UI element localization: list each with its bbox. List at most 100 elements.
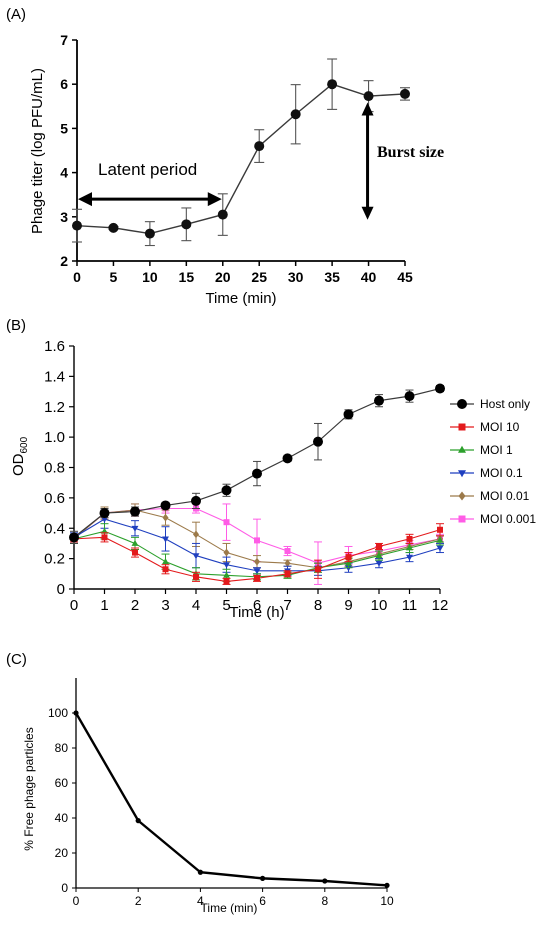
panel-b-y-axis-title-main: OD [10,453,27,476]
panel-c-y-tick-label: 0 [61,881,68,895]
panel-a-x-tick-label: 10 [142,269,158,285]
panel-a-data-point [363,91,374,102]
burst-size-arrowhead-bottom [361,206,374,220]
panel-b-x-tick-label: 10 [371,597,388,614]
burst-size-label: Burst size [377,144,444,161]
panel-b-data-point [376,543,382,550]
legend-label: MOI 0.01 [480,489,530,503]
panel-b-data-point [284,559,291,568]
panel-c-x-tick-label: 6 [259,894,266,908]
panel-a-y-tick-label: 4 [60,165,68,181]
panel-b-data-point [223,548,230,557]
panel-c-x-tick-label: 0 [73,894,80,908]
panel-c-data-point [260,875,266,881]
panel-c-chart: (C) 0 20 40 60 80 100 0 2 4 6 8 10 Time (min) % Free p… [6,651,394,915]
panel-c-y-tick-label: 100 [48,706,68,720]
panel-b-y-tick-label: 0.4 [44,520,65,537]
panel-c-x-tick-label: 4 [197,894,204,908]
panel-a-y-tick-label: 2 [60,253,68,269]
panel-a-data-point [290,109,301,120]
panel-b-data-point [221,485,232,496]
panel-b-data-point [406,535,413,542]
panel-b-data-point [162,513,169,522]
panel-b-x-tick-label: 3 [161,597,169,614]
panel-c-x-tick-label: 10 [380,894,394,908]
panel-a-x-tick-label: 30 [288,269,304,285]
legend-marker-0 [457,399,467,409]
panel-b-data-point [343,409,354,420]
panel-b-data-point [375,560,383,567]
panel-b-data-point [284,548,291,555]
legend-label: Host only [480,397,530,411]
panel-a-series-line [76,83,406,235]
panel-c-data-point [384,882,390,888]
panel-b-data-point [191,495,201,506]
panel-b-x-tick-label: 5 [222,597,230,614]
panel-c-y-tick-label: 20 [55,846,69,860]
panel-b-x-tick-label: 6 [253,597,261,614]
latent-period-arrowhead-right [207,192,222,207]
panel-a-y-tick-label: 7 [60,32,68,48]
panel-b-data-point [435,383,445,394]
panel-a-x-tick-label: 25 [251,269,267,285]
panel-b-data-point [345,559,352,566]
panel-b-data-point [345,565,352,572]
panel-a-x-tick-label: 40 [361,269,377,285]
panel-b-y-tick-label: 1.0 [44,429,65,446]
panel-a-y-axis-title: Phage titer (log PFU/mL) [29,68,46,234]
panel-b-data-point [193,573,199,580]
panel-b-x-tick-label: 12 [432,597,449,614]
panel-b-y-axis-title: OD600 [10,436,30,476]
panel-b-data-point [131,539,139,546]
panel-a-y-tick-label: 6 [60,76,68,92]
panel-a-x-tick-label: 45 [397,269,413,285]
panel-a-x-tick-label: 35 [324,269,340,285]
panel-b-data-point [69,532,79,543]
panel-b-data-point [101,516,108,523]
legend-marker-5 [458,515,466,523]
panel-c-x-tick-label: 2 [135,894,142,908]
panel-b-x-tick-label: 11 [402,597,418,614]
panel-c-y-tick-label: 60 [55,776,69,790]
panel-b-data-point [223,562,230,569]
panel-a-y-tick-label: 5 [60,120,68,136]
panel-b-data-point [223,519,230,526]
panel-b-data-point [223,578,230,585]
panel-c-y-tick-label: 40 [55,811,69,825]
panel-b-data-point [132,549,138,556]
panel-b-data-point [406,554,413,561]
panel-b-data-point [315,566,321,573]
panel-c-data-point [197,869,203,875]
legend-label: MOI 0.001 [480,512,536,526]
panel-a-x-tick-label: 20 [215,269,231,285]
panel-b-y-tick-label: 1.4 [44,368,65,385]
panel-c-y-axis-title: % Free phage particles [22,727,36,850]
legend-marker-3 [457,470,467,478]
legend-marker-2 [457,445,467,453]
panel-b-y-tick-label: 1.6 [44,338,65,355]
panel-a-data-point [327,79,338,90]
legend-label: MOI 10 [480,420,520,434]
panel-b-data-point [284,570,291,577]
panel-b-data-point [254,575,260,582]
panel-b-x-tick-label: 2 [131,597,139,614]
panel-b-x-tick-label: 4 [192,597,200,614]
panel-b-data-point [192,553,200,560]
panel-b-data-point [162,566,169,573]
panel-a-x-tick-label: 15 [179,269,195,285]
panel-b-data-point [99,508,110,519]
panel-a-data-point [217,209,228,220]
panel-b-data-point [436,536,444,543]
panel-b-data-point [375,551,383,558]
panel-b-x-tick-label: 0 [70,597,78,614]
burst-size-arrowhead-top [361,102,374,116]
panel-c-x-axis-title: Time (min) [201,901,258,915]
panel-c-series-line [74,712,388,887]
panel-b-y-axis-title-subscript: 600 [19,436,30,453]
legend-marker-4 [458,491,466,501]
panel-b-data-point [436,545,444,552]
panel-c-label: (C) [6,651,27,668]
panel-b-data-point [162,558,169,565]
